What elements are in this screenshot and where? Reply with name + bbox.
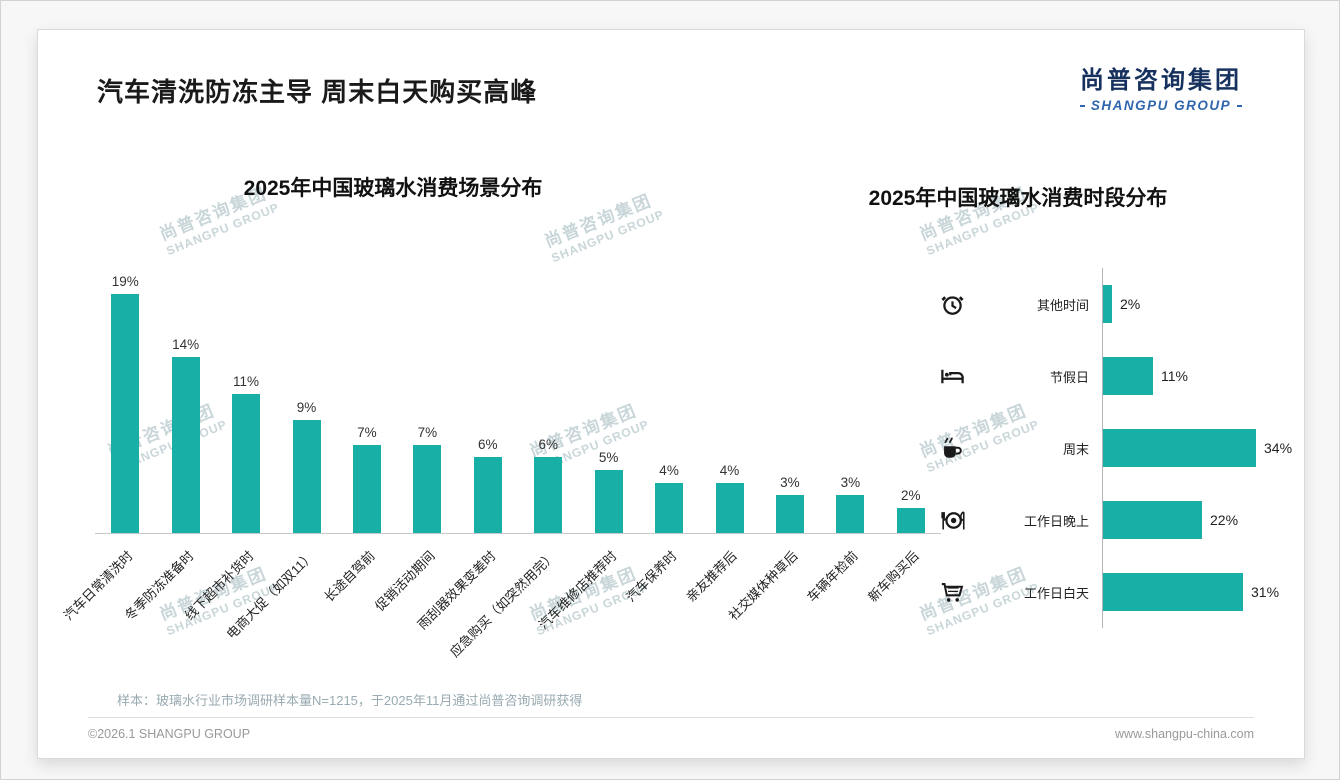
scene-bar: [171, 357, 200, 533]
scene-bar-value-label: 3%: [780, 475, 800, 490]
scene-chart-title: 2025年中国玻璃水消费场景分布: [243, 177, 543, 200]
time-chart-row: 周末 34%: [936, 412, 1308, 484]
scene-distribution-chart: 19% 14% 11% 9% 7% 7% 6% 6% 5% 4% 4% 3% 3% 2% 汽车日常清洗时冬…: [61, 252, 941, 684]
time-chart-title: 2025年中国玻璃水消费时段分布: [868, 187, 1168, 210]
scene-bar: [111, 294, 140, 533]
alarm-clock-icon: [936, 289, 968, 319]
scene-bar: [594, 470, 623, 533]
scene-chart-category-axis: 汽车日常清洗时 冬季防冻准备时 线下超市补货时 电商大促（如双11） 长途自驾前 促销活动…: [61, 534, 941, 684]
coffee-icon: [936, 433, 968, 463]
scene-bar: [413, 445, 442, 533]
scene-bar-value-label: 11%: [233, 374, 260, 389]
time-category-label: 周末: [1062, 441, 1089, 457]
scene-bar: [715, 483, 744, 533]
scene-bar-value-label: 6%: [538, 437, 558, 452]
scene-bar: [232, 394, 261, 533]
brand-logo: 尚普咨询集团 SHANGPU GROUP: [1080, 60, 1242, 113]
scene-bar-value-label: 19%: [111, 274, 139, 289]
time-bar-value-label: 34%: [1264, 440, 1293, 456]
scene-bar: [473, 457, 502, 533]
brand-logo-en: SHANGPU GROUP: [1080, 98, 1242, 113]
time-distribution-chart: 其他时间 2% 节假日 11% 周末 34% 工作日晚上 22% 工作日白天 31%: [936, 268, 1308, 628]
time-bar-value-label: 31%: [1251, 584, 1280, 600]
sample-note: 样本：玻璃水行业市场调研样本量N=1215，于2025年11月通过尚普咨询调研获…: [117, 693, 583, 708]
bed-icon: [936, 361, 968, 391]
scene-category-label: 亲友推荐后: [683, 548, 741, 605]
scene-category-label: 车辆年检前: [804, 548, 862, 605]
scene-bar-value-label: 2%: [901, 488, 921, 503]
scene-category-label: 汽车保养时: [623, 548, 680, 605]
time-chart-row: 工作日晚上 22%: [936, 484, 1308, 556]
time-bar-zone: 11%: [1102, 340, 1308, 412]
scene-bar: [836, 495, 865, 533]
time-chart-row: 节假日 11%: [936, 340, 1308, 412]
scene-bar: [534, 457, 563, 533]
scene-category-label: 长途自驾前: [321, 548, 378, 605]
time-bar-value-label: 11%: [1161, 368, 1188, 384]
time-category-label: 工作日晚上: [1023, 513, 1089, 529]
scene-bar-value-label: 9%: [296, 400, 317, 415]
copyright-text: ©2026.1 SHANGPU GROUP: [88, 727, 251, 741]
scene-category-label: 应急购买（如突然用完）: [447, 548, 559, 660]
time-bar: [1103, 285, 1112, 323]
scene-bar-value-label: 14%: [172, 337, 200, 352]
shopping-cart-icon: [936, 577, 968, 607]
time-bar-value-label: 22%: [1210, 512, 1239, 528]
time-category-label: 节假日: [1049, 369, 1089, 385]
brand-logo-cn: 尚普咨询集团: [1080, 67, 1242, 94]
scene-category-label: 新车购买后: [864, 548, 922, 605]
dining-plate-icon: [936, 505, 968, 535]
scene-bar-value-label: 7%: [417, 425, 438, 440]
website-link[interactable]: www.shangpu-china.com: [1115, 727, 1254, 741]
time-chart-row: 工作日白天 31%: [936, 556, 1308, 628]
brand-logo-en-text: SHANGPU GROUP: [1090, 98, 1232, 113]
time-category-label: 工作日白天: [1023, 585, 1089, 601]
time-chart-row: 其他时间 2%: [936, 268, 1308, 340]
time-category-label: 其他时间: [1036, 297, 1089, 313]
footer-divider: [88, 717, 1254, 718]
scene-bar-value-label: 4%: [659, 463, 679, 478]
time-bar: [1103, 501, 1202, 539]
scene-bar-value-label: 7%: [357, 425, 377, 440]
time-bar-zone: 34%: [1102, 412, 1308, 484]
scene-bar: [896, 508, 925, 533]
watermark-en: SHANGPU GROUP: [164, 200, 282, 259]
scene-bar: [292, 420, 321, 533]
time-bar: [1103, 429, 1256, 467]
page-title: 汽车清洗防冻主导 周末白天购买高峰: [97, 77, 538, 107]
time-bar-zone: 31%: [1102, 556, 1308, 628]
time-bar-zone: 22%: [1102, 484, 1308, 556]
scene-bar: [655, 483, 684, 533]
time-bar-value-label: 2%: [1120, 296, 1141, 312]
time-bar: [1103, 573, 1243, 611]
scene-bar-value-label: 4%: [719, 463, 740, 478]
scene-bar-value-label: 3%: [840, 475, 861, 490]
scene-bar-value-label: 6%: [478, 437, 498, 452]
scene-bar: [775, 495, 804, 533]
scene-bar-value-label: 5%: [598, 450, 619, 465]
time-bar-zone: 2%: [1102, 268, 1308, 340]
slide: 尚普咨询集团 SHANGPU GROUP 尚普咨询集团 SHANGPU GROUP 尚普…: [37, 29, 1305, 759]
time-bar: [1103, 357, 1153, 395]
scene-chart-plot-area: 19% 14% 11% 9% 7% 7% 6% 6% 5% 4% 4% 3% 3% 2%: [95, 252, 941, 534]
scene-bar: [352, 445, 381, 533]
